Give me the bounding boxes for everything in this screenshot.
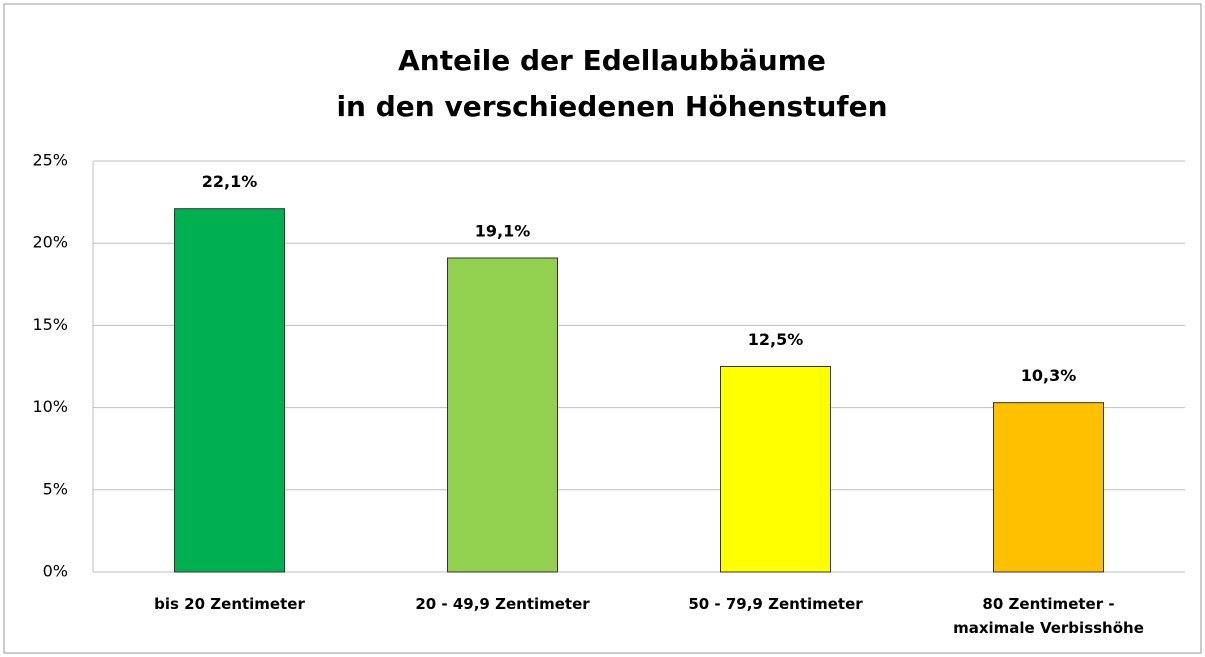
data-label: 10,3%: [1021, 366, 1077, 385]
bar: [993, 402, 1104, 573]
x-tick-label-box: 80 Zentimeter - maximale Verbisshöhe: [953, 595, 1144, 637]
y-tick-label: 5%: [43, 479, 68, 498]
y-tick-label: 10%: [32, 397, 68, 416]
y-tick-label: 0%: [43, 562, 68, 581]
bar: [174, 208, 285, 573]
y-tick-label: 25%: [32, 151, 68, 170]
x-tick-label: 20 - 49,9 Zentimeter: [415, 595, 590, 613]
x-tick-label-box: bis 20 Zentimeter: [154, 595, 305, 613]
data-label: 22,1%: [202, 172, 258, 191]
chart-title: Anteile der Edellaubbäume: [398, 44, 826, 77]
bar: [720, 366, 831, 573]
bar: [447, 257, 558, 573]
x-tick-label: 50 - 79,9 Zentimeter: [688, 595, 863, 613]
x-tick-label: bis 20 Zentimeter: [154, 595, 305, 613]
data-label: 19,1%: [475, 221, 531, 240]
x-tick-label-box: 50 - 79,9 Zentimeter: [688, 595, 863, 613]
y-tick-label: 20%: [32, 233, 68, 252]
chart-title: in den verschiedenen Höhenstufen: [336, 90, 887, 123]
y-tick-label: 15%: [32, 315, 68, 334]
x-tick-label-box: 20 - 49,9 Zentimeter: [415, 595, 590, 613]
data-label: 12,5%: [748, 330, 804, 349]
x-tick-label: 80 Zentimeter - maximale Verbisshöhe: [953, 595, 1144, 637]
